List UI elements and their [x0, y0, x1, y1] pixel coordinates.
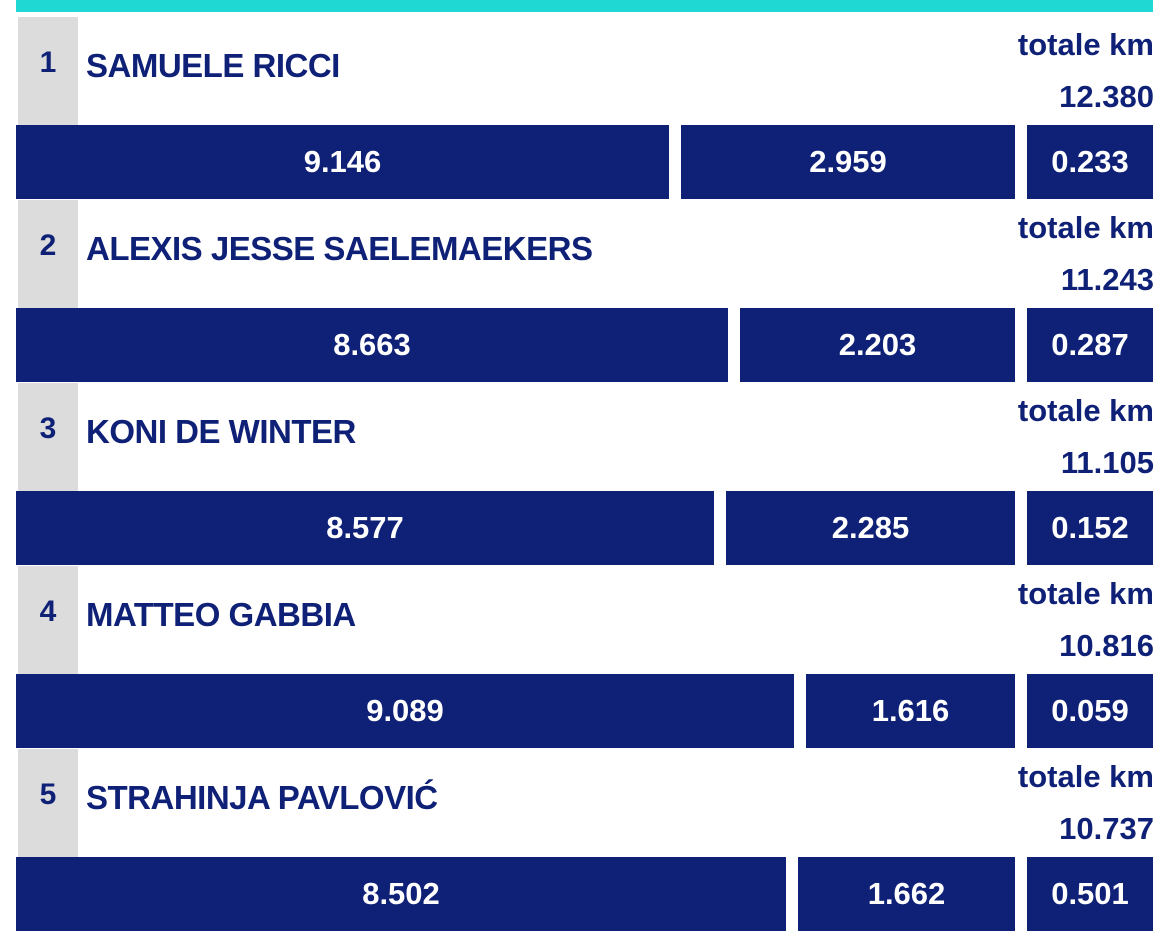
- segment-bar-3: 0.501: [1027, 857, 1153, 931]
- rank-number: 2: [39, 229, 57, 262]
- player-row: 2 ALEXIS JESSE SAELEMAEKERS totale km 11.24…: [0, 200, 1170, 383]
- segment-bar-row: 8.502 1.662 0.501: [0, 857, 1170, 931]
- rank-number: 3: [39, 412, 57, 445]
- top-accent-strip: [16, 0, 1153, 12]
- total-km-value: 10.816: [1059, 628, 1154, 663]
- player-name: SAMUELE RICCI: [86, 47, 340, 84]
- rank-number: 5: [39, 778, 57, 811]
- rank-cell: 4: [18, 566, 78, 674]
- segment-bar-2: 2.203: [740, 308, 1015, 382]
- player-name: STRAHINJA PAVLOVIĆ: [86, 779, 438, 816]
- total-km-label: totale km: [1017, 759, 1154, 794]
- total-km-value: 12.380: [1059, 79, 1154, 114]
- total-km-value: 11.105: [1060, 445, 1154, 480]
- player-name: MATTEO GABBIA: [86, 596, 356, 633]
- segment-bar-row: 9.089 1.616 0.059: [0, 674, 1170, 748]
- total-km-label: totale km: [1017, 576, 1154, 611]
- player-row: 3 KONI DE WINTER totale km 11.105 8.577 2.285…: [0, 383, 1170, 566]
- player-name: ALEXIS JESSE SAELEMAEKERS: [86, 230, 593, 267]
- segment-bar-3: 0.233: [1027, 125, 1153, 199]
- total-km-label: totale km: [1017, 393, 1154, 428]
- segment-bar-3: 0.059: [1027, 674, 1153, 748]
- segment-bar-1: 8.663: [16, 308, 728, 382]
- segment-bar-2: 2.285: [726, 491, 1015, 565]
- segment-bar-2: 2.959: [681, 125, 1015, 199]
- segment-bar-1: 8.577: [16, 491, 714, 565]
- segment-bar-3: 0.152: [1027, 491, 1153, 565]
- segment-bar-row: 8.663 2.203 0.287: [0, 308, 1170, 382]
- total-km-value: 11.243: [1060, 262, 1154, 297]
- player-row: 1 SAMUELE RICCI totale km 12.380 9.146 2.959 0…: [0, 17, 1170, 200]
- segment-bar-1: 8.502: [16, 857, 786, 931]
- rank-cell: 5: [18, 749, 78, 857]
- segment-bar-1: 9.089: [16, 674, 794, 748]
- total-km-label: totale km: [1017, 27, 1154, 62]
- rank-cell: 3: [18, 383, 78, 491]
- rank-cell: 2: [18, 200, 78, 308]
- rank-number: 4: [39, 595, 57, 628]
- segment-bar-1: 9.146: [16, 125, 669, 199]
- segment-bar-2: 1.662: [798, 857, 1015, 931]
- segment-bar-3: 0.287: [1027, 308, 1153, 382]
- segment-bar-2: 1.616: [806, 674, 1015, 748]
- rank-number: 1: [39, 46, 57, 79]
- total-km-value: 10.737: [1059, 811, 1154, 846]
- segment-bar-row: 9.146 2.959 0.233: [0, 125, 1170, 199]
- segment-bar-row: 8.577 2.285 0.152: [0, 491, 1170, 565]
- player-row: 4 MATTEO GABBIA totale km 10.816 9.089 1.616 0…: [0, 566, 1170, 749]
- player-row: 5 STRAHINJA PAVLOVIĆ totale km 10.737 8.502 1…: [0, 749, 1170, 932]
- player-name: KONI DE WINTER: [86, 413, 356, 450]
- rank-cell: 1: [18, 17, 78, 125]
- total-km-label: totale km: [1017, 210, 1154, 245]
